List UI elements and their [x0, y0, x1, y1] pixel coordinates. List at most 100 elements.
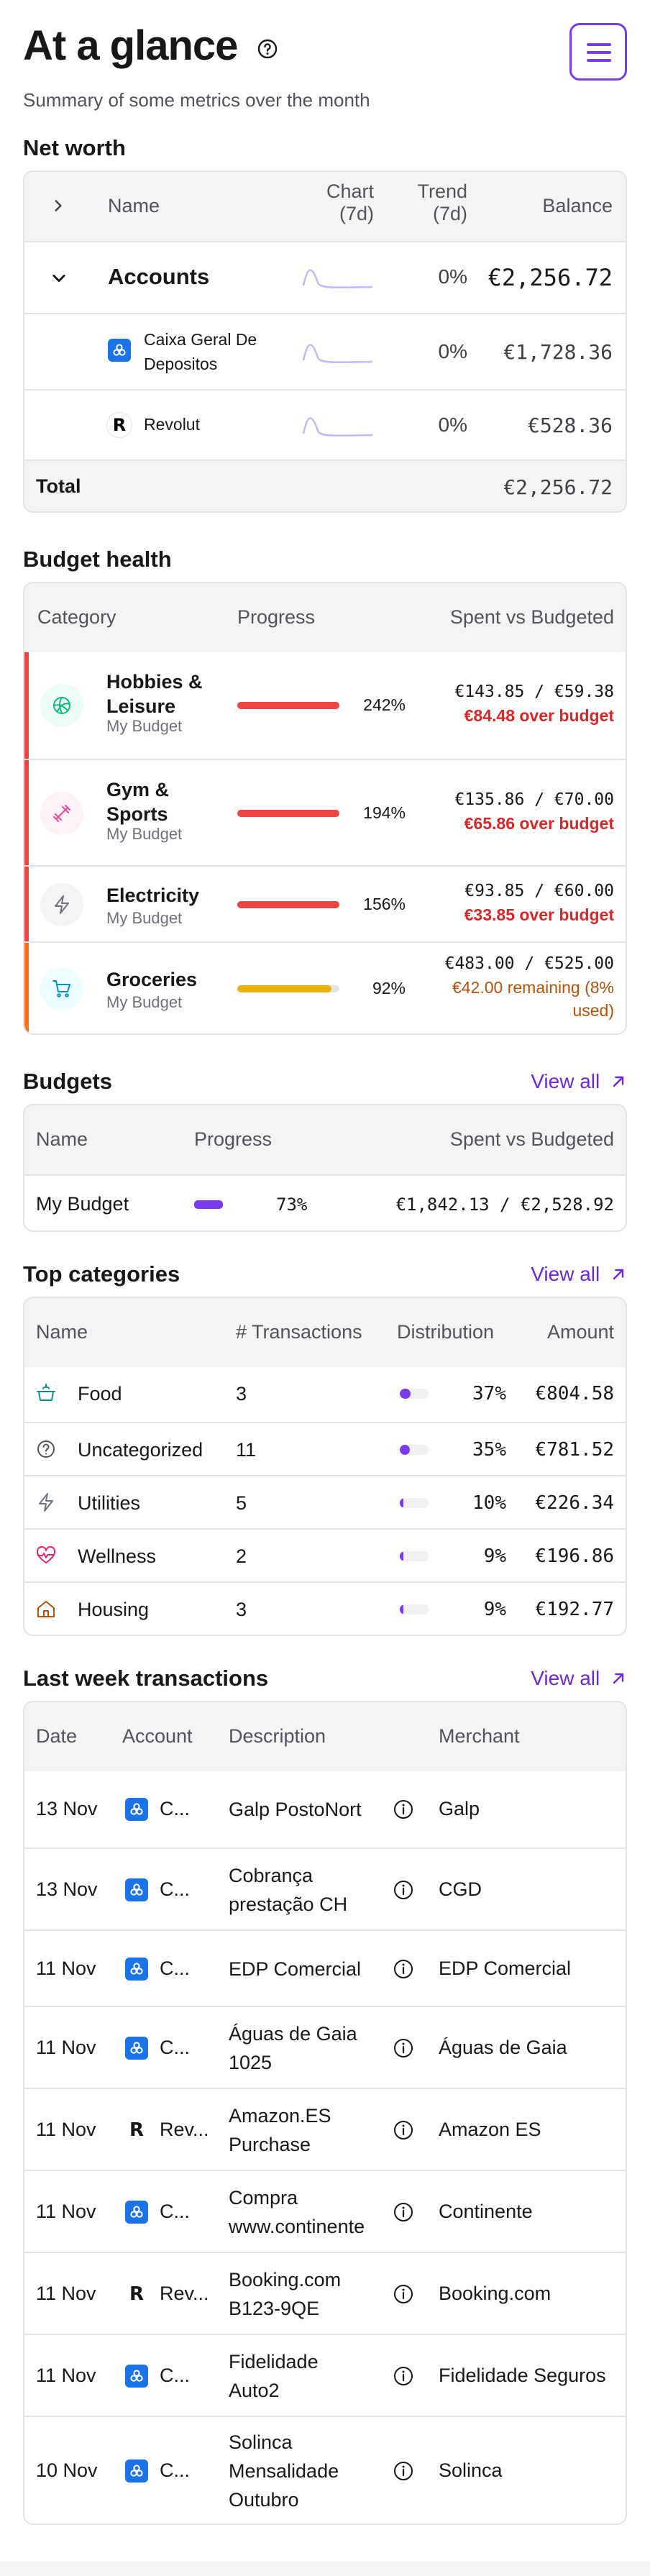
- transactions-header-row: Date Account Description Merchant: [24, 1702, 626, 1771]
- category-row[interactable]: Food 3 37% €804.58: [24, 1367, 626, 1422]
- info-icon[interactable]: [393, 2365, 414, 2387]
- arrow-up-right-icon: [613, 1076, 624, 1087]
- transaction-date: 11 Nov: [36, 2119, 96, 2140]
- transaction-merchant: Amazon ES: [439, 2119, 541, 2140]
- category-budget: My Budget: [106, 717, 183, 735]
- accounts-group-name: Accounts: [108, 264, 210, 289]
- budgets-view-all-link[interactable]: View all: [531, 1059, 627, 1104]
- top-categories-view-all-link[interactable]: View all: [531, 1252, 627, 1297]
- transaction-account: C...: [160, 2365, 191, 2386]
- status-strip: [24, 943, 29, 1033]
- transaction-row[interactable]: 13 Nov C... Galp PostoNort Galp: [24, 1771, 626, 1847]
- transaction-row[interactable]: 11 Nov R Rev... Amazon.ES Purchase Amazon ES: [24, 2088, 626, 2170]
- column-distribution: Distribution: [397, 1321, 495, 1343]
- transaction-account: C...: [160, 1958, 191, 1979]
- transaction-row[interactable]: 11 Nov R Rev... Booking.com B123-9QE Booking.…: [24, 2252, 626, 2334]
- info-icon[interactable]: [393, 2119, 414, 2141]
- category-row[interactable]: Wellness 2 9% €196.86: [24, 1528, 626, 1581]
- transaction-date: 11 Nov: [36, 2365, 96, 2386]
- transaction-row[interactable]: 13 Nov C... Cobrança prestação CH CGD: [24, 1847, 626, 1929]
- cgd-bank-icon: [125, 1958, 148, 1981]
- column-merchant: Merchant: [439, 1725, 520, 1747]
- transaction-merchant: Galp: [439, 1798, 480, 1819]
- budget-progress-bar: [237, 985, 339, 992]
- account-balance: €1,728.36: [503, 340, 613, 364]
- account-row-cgd[interactable]: Caixa Geral De Depositos 0% €1,728.36: [24, 313, 626, 389]
- chevron-down-icon[interactable]: [50, 270, 68, 287]
- description-line: Outubro: [229, 2489, 299, 2511]
- net-worth-card: Name Chart (7d) Trend (7d) Balance Accou…: [23, 170, 627, 513]
- cgd-bank-icon: [125, 2459, 148, 2483]
- accounts-group-trend: 0%: [438, 265, 467, 288]
- sparkline-chart: [302, 344, 373, 363]
- description-line: prestação CH: [229, 1894, 348, 1915]
- column-chart: Chart (7d): [326, 181, 374, 224]
- category-row[interactable]: Uncategorized 11 35% €781.52: [24, 1422, 626, 1475]
- info-icon[interactable]: [393, 2283, 414, 2305]
- account-row-revolut[interactable]: R Revolut 0% €528.36: [24, 389, 626, 460]
- transaction-row[interactable]: 10 Nov C... Solinca Mensalidade Outubro Solin…: [24, 2416, 626, 2524]
- category-amount: €192.77: [535, 1599, 614, 1620]
- accounts-group-row[interactable]: Accounts 0% €2,256.72: [24, 241, 626, 313]
- category-row[interactable]: Utilities 5 10% €226.34: [24, 1475, 626, 1528]
- category-name: Hobbies & Leisure: [106, 671, 203, 717]
- budget-health-row[interactable]: Gym & Sports My Budget 194% €135.86 / €70.0…: [24, 759, 626, 865]
- revolut-icon: R: [106, 412, 132, 438]
- transaction-date: 11 Nov: [36, 2283, 96, 2304]
- description-line: Galp PostoNort: [229, 1799, 362, 1820]
- budget-row[interactable]: My Budget 73% €1,842.13 / €2,528.92: [24, 1174, 626, 1230]
- budget-health-row[interactable]: Electricity My Budget 156% €93.85 / €60.00 €…: [24, 865, 626, 941]
- column-name: Name: [36, 1128, 88, 1150]
- transaction-count: 3: [236, 1383, 247, 1405]
- column-category: Category: [37, 606, 116, 628]
- category-amount: €226.34: [535, 1492, 614, 1514]
- question-circle-icon[interactable]: [257, 39, 278, 59]
- net-worth-header-row: Name Chart (7d) Trend (7d) Balance: [24, 172, 626, 241]
- chevron-right-icon[interactable]: [50, 198, 66, 214]
- budget-health-row[interactable]: Hobbies & Leisure My Budget 242% €143.85 / …: [24, 652, 626, 759]
- transaction-row[interactable]: 11 Nov C... Águas de Gaia 1025 Águas de Gaia: [24, 2006, 626, 2088]
- info-icon[interactable]: [393, 2037, 414, 2059]
- column-description: Description: [229, 1725, 326, 1747]
- info-icon[interactable]: [393, 2460, 414, 2482]
- category-row[interactable]: Housing 3 9% €192.77: [24, 1581, 626, 1635]
- category-budget: My Budget: [106, 825, 183, 843]
- info-icon[interactable]: [393, 1958, 414, 1980]
- distribution-bar: [400, 1445, 429, 1455]
- description-line: Solinca: [229, 2431, 293, 2453]
- budget-health-header-row: Category Progress Spent vs Budgeted: [24, 583, 626, 652]
- accounts-group-balance: €2,256.72: [487, 264, 613, 291]
- transaction-count: 5: [236, 1492, 247, 1514]
- info-icon[interactable]: [393, 2201, 414, 2223]
- transactions-view-all-link[interactable]: View all: [531, 1656, 627, 1701]
- column-progress: Progress: [237, 606, 316, 628]
- account-trend: 0%: [438, 414, 467, 436]
- account-name: Caixa Geral De Depositos: [144, 330, 257, 373]
- page-subtitle: Summary of some metrics over the month: [23, 89, 370, 111]
- budgets-section-header: Budgets View all: [23, 1059, 627, 1104]
- menu-button[interactable]: [569, 23, 627, 81]
- info-icon[interactable]: [393, 1879, 414, 1901]
- transaction-account: C...: [160, 1878, 191, 1900]
- budget-health-row[interactable]: Groceries My Budget 92% €483.00 / €525.00 €4…: [24, 941, 626, 1033]
- distribution-percent: 9%: [483, 1599, 506, 1620]
- transactions-card: Date Account Description Merchant 13 Nov…: [23, 1701, 627, 2525]
- budget-percent: 73%: [276, 1195, 308, 1215]
- hamburger-menu-icon: [587, 43, 611, 46]
- category-name: Electricity: [106, 885, 200, 906]
- transaction-row[interactable]: 11 Nov C... Compra www.continente Continente: [24, 2170, 626, 2252]
- lightning-icon: [40, 883, 83, 926]
- column-name: Name: [36, 1321, 88, 1343]
- column-balance: Balance: [542, 195, 613, 216]
- transaction-row[interactable]: 11 Nov C... Fidelidade Auto2 Fidelidade Segu…: [24, 2334, 626, 2416]
- column-spent: Spent vs Budgeted: [449, 606, 614, 628]
- transaction-row[interactable]: 11 Nov C... EDP Comercial EDP Comercial: [24, 1929, 626, 2006]
- info-icon[interactable]: [393, 1799, 414, 1820]
- budget-progress-bar: [237, 901, 339, 908]
- budgets-card: Name Progress Spent vs Budgeted My Budge…: [23, 1104, 627, 1232]
- budgets-header-row: Name Progress Spent vs Budgeted: [24, 1105, 626, 1174]
- transaction-date: 11 Nov: [36, 2037, 96, 2058]
- category-amount: €196.86: [535, 1545, 614, 1567]
- account-balance: €528.36: [527, 414, 613, 437]
- budget-percent: 156%: [363, 895, 406, 913]
